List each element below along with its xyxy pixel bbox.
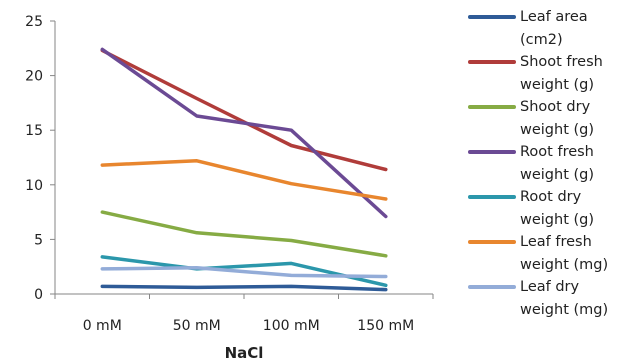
legend-swatch: [468, 285, 516, 289]
legend-swatch: [468, 15, 516, 19]
legend-item: Leaf fresh weight (mg): [468, 231, 624, 276]
legend-label: Root dry weight (g): [520, 189, 595, 228]
legend-item: Root fresh weight (g): [468, 141, 624, 186]
x-axis-title: NaCl: [225, 344, 264, 362]
series-line-1: [100, 284, 388, 292]
x-tick-label: 150 mM: [357, 318, 414, 334]
y-tick-label: 0: [34, 287, 43, 303]
series-line-4: [100, 47, 388, 219]
legend-item: Shoot dry weight (g): [468, 96, 624, 141]
legend-label: Shoot fresh weight (g): [520, 54, 603, 93]
series-line-6: [100, 159, 388, 201]
x-tick-label: 0 mM: [83, 318, 122, 334]
legend-item: Leaf area (cm2): [468, 6, 624, 51]
series-line-2: [100, 48, 388, 172]
y-tick-label: 20: [25, 69, 43, 85]
legend-label: Shoot dry weight (g): [520, 99, 595, 138]
legend-item: Root dry weight (g): [468, 186, 624, 231]
x-axis: 0 mM 50 mM 100 mM 150 mM: [54, 293, 434, 334]
x-tick-label: 100 mM: [263, 318, 320, 334]
legend-swatch: [468, 60, 516, 64]
legend-label: Root fresh weight (g): [520, 144, 595, 183]
x-tick-label: 50 mM: [173, 318, 221, 334]
series-lines: [100, 47, 388, 292]
series-line-3: [100, 210, 388, 258]
legend-label: Leaf fresh weight (mg): [520, 234, 609, 273]
y-tick-label: 15: [25, 123, 43, 139]
legend-swatch: [468, 195, 516, 199]
legend-item: Shoot fresh weight (g): [468, 51, 624, 96]
legend: Leaf area (cm2) Shoot fresh weight (g) Sho…: [468, 6, 624, 321]
legend-swatch: [468, 105, 516, 109]
series-line-7: [100, 266, 388, 279]
legend-item: Leaf dry weight (mg): [468, 276, 624, 321]
line-chart: 0 5 10 15 20 25 0 mM 50 mM 100 mM 150 mM NaCl: [25, 14, 434, 362]
legend-label: Leaf area (cm2): [520, 9, 588, 48]
y-tick-label: 25: [25, 14, 43, 30]
legend-swatch: [468, 150, 516, 154]
legend-swatch: [468, 240, 516, 244]
y-tick-label: 10: [25, 178, 43, 194]
legend-label: Leaf dry weight (mg): [520, 279, 609, 318]
y-axis: 0 5 10 15 20 25: [25, 14, 56, 303]
y-tick-label: 5: [34, 232, 43, 248]
